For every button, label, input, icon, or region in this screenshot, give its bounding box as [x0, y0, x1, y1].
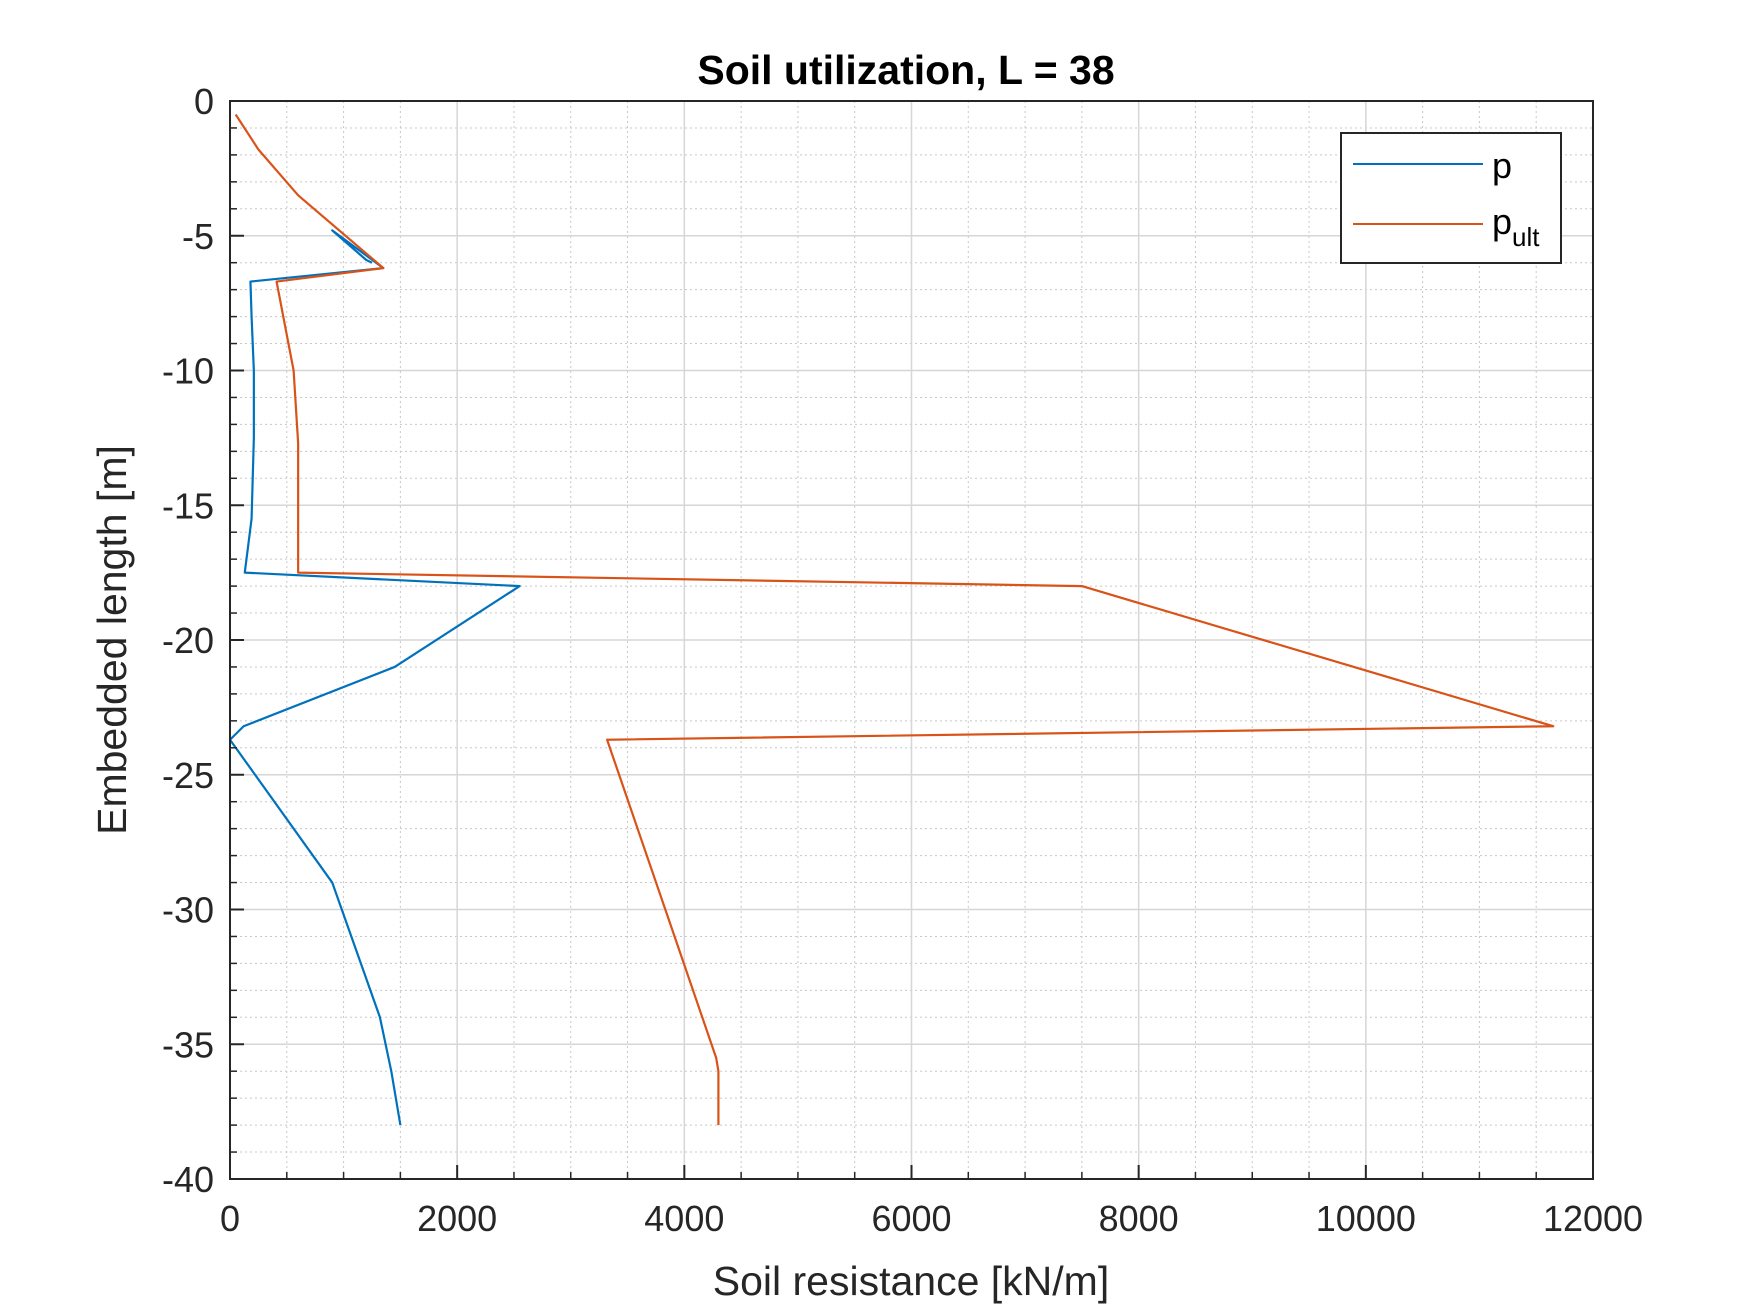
axis-ticks	[229, 100, 1594, 1180]
x-tick-label: 2000	[417, 1198, 497, 1239]
x-tick-label: 8000	[1099, 1198, 1179, 1239]
x-tick-label: 4000	[644, 1198, 724, 1239]
y-tick-label: -30	[162, 890, 214, 931]
x-tick-labels: 0 2000 4000 6000 8000 10000 12000	[220, 1198, 1643, 1239]
x-axis-label: Soil resistance [kN/m]	[713, 1258, 1109, 1304]
y-tick-label: -15	[162, 485, 214, 526]
series-line-pult	[234, 113, 1555, 1126]
y-tick-label: -5	[182, 216, 214, 257]
chart-title: Soil utilization, L = 38	[697, 47, 1114, 93]
y-tick-label: -25	[162, 755, 214, 796]
legend-label-pult-subscript: ult	[1512, 222, 1540, 252]
legend-box	[1340, 132, 1562, 264]
data-series	[228, 113, 1555, 1126]
y-tick-labels: 0 -5 -10 -15 -20 -25 -30 -35 -40	[162, 81, 214, 1200]
y-tick-label: 0	[194, 81, 214, 122]
x-tick-label: 10000	[1316, 1198, 1416, 1239]
legend: p pult	[1340, 132, 1562, 264]
x-tick-label: 12000	[1543, 1198, 1643, 1239]
x-tick-label: 0	[220, 1198, 240, 1239]
legend-label-pult: pult	[1492, 201, 1540, 252]
y-tick-label: -20	[162, 620, 214, 661]
y-axis-label: Embedded length [m]	[89, 445, 135, 835]
y-tick-label: -40	[162, 1159, 214, 1200]
legend-label-pult-main: p	[1492, 201, 1512, 242]
y-tick-label: -35	[162, 1024, 214, 1065]
legend-label-p: p	[1492, 145, 1512, 186]
x-tick-label: 6000	[871, 1198, 951, 1239]
y-tick-label: -10	[162, 351, 214, 392]
